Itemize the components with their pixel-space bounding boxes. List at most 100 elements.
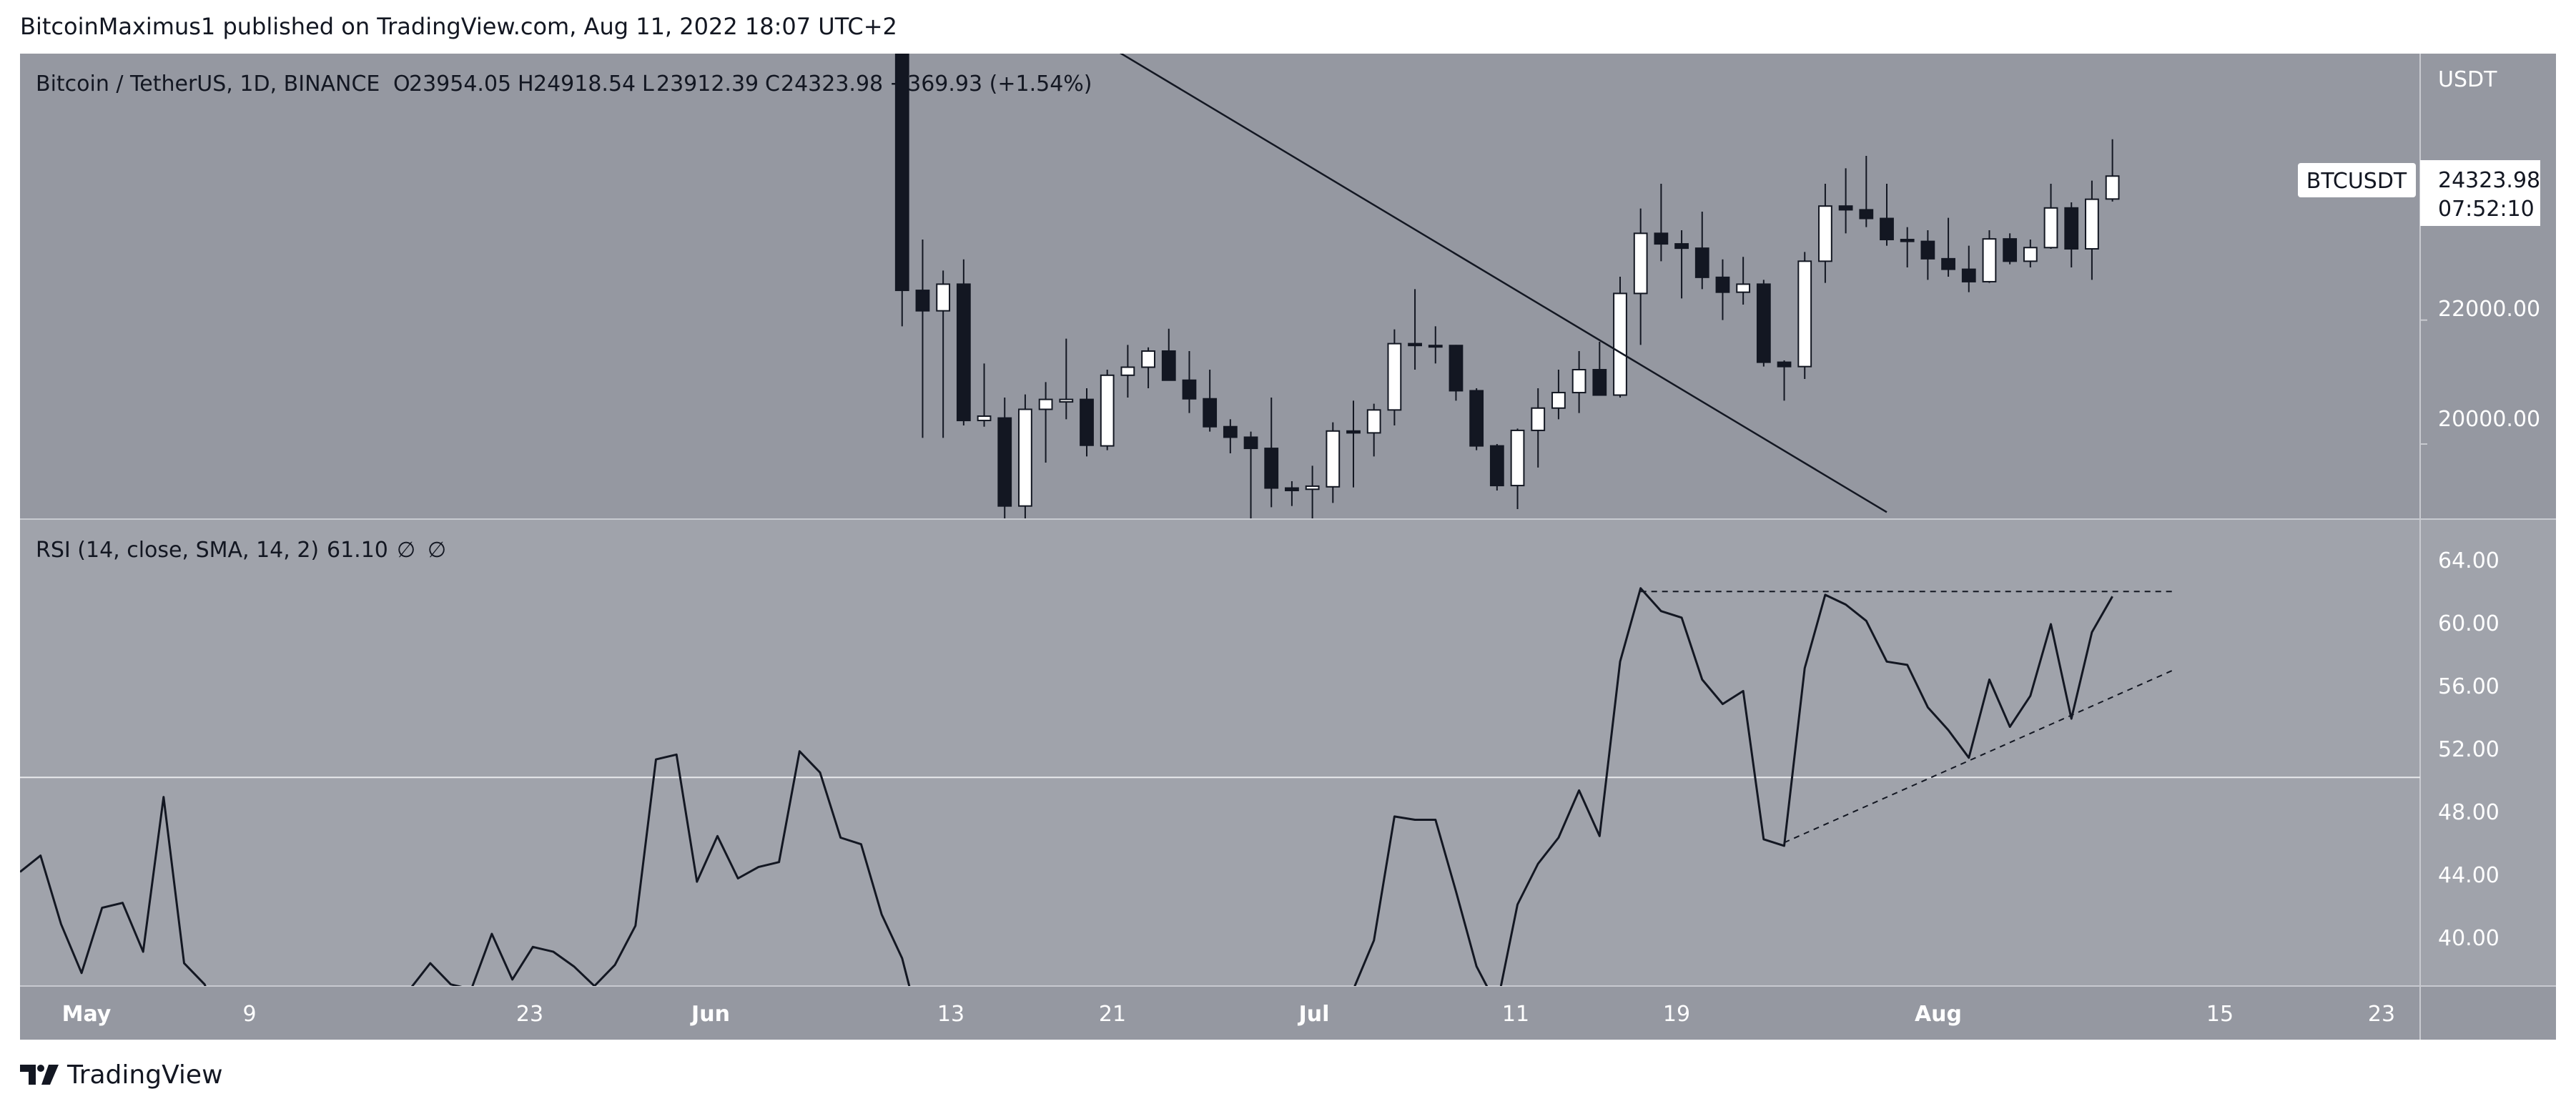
bull-candle — [1571, 369, 1586, 394]
footer: TradingView — [20, 1057, 223, 1093]
bull-candle — [1305, 485, 1320, 491]
bear-candle — [1243, 436, 1258, 450]
date-label-23: 23 — [516, 1002, 543, 1027]
rsi-value: 61.10 — [327, 538, 388, 563]
author-name[interactable]: BitcoinMaximus1 — [20, 13, 216, 40]
bull-candle — [1633, 232, 1648, 295]
bear-candle — [894, 54, 909, 292]
bear-candle — [1961, 268, 1976, 282]
rsi-na-2: ∅ — [428, 538, 446, 563]
bull-candle — [977, 415, 992, 422]
rsi-tick-64: 64.00 — [2438, 548, 2499, 573]
date-label-aug: Aug — [1915, 1002, 1962, 1027]
bull-candle — [1059, 398, 1074, 403]
date-label-11: 11 — [1502, 1002, 1529, 1027]
rsi-ascending-support-line — [1784, 669, 2175, 844]
rsi-line — [20, 587, 2113, 986]
rsi-tick-48: 48.00 — [2438, 800, 2499, 825]
published-info: published on TradingView.com, Aug 11, 20… — [222, 13, 897, 40]
bear-candle — [997, 417, 1012, 507]
bull-candle — [1366, 409, 1381, 434]
bull-candle — [1100, 374, 1115, 447]
bull-candle — [1120, 366, 1135, 376]
date-label-23-aug: 23 — [2368, 1002, 2395, 1027]
rsi-label: RSI (14, close, SMA, 14, 2) — [36, 538, 319, 563]
ohlc-l-label: L — [642, 72, 654, 97]
candles — [875, 35, 2120, 518]
ohlc-o-value: 23954.05 — [409, 72, 511, 97]
bear-candle — [1859, 209, 1874, 220]
bull-candle — [1387, 342, 1402, 411]
bear-candle — [1408, 342, 1422, 347]
bull-candle — [2085, 198, 2099, 250]
axis-ticks — [2420, 319, 2427, 445]
date-label-21: 21 — [1099, 1002, 1126, 1027]
bear-candle — [1346, 430, 1361, 434]
publisher-header: BitcoinMaximus1 published on TradingView… — [20, 13, 897, 40]
bear-candle — [1592, 369, 1607, 396]
rsi-tick-60: 60.00 — [2438, 611, 2499, 636]
bull-candle — [1797, 260, 1812, 368]
bear-candle — [1469, 390, 1484, 447]
bear-candle — [1080, 398, 1094, 446]
bear-candle — [2064, 207, 2079, 250]
bull-candle — [1510, 429, 1525, 487]
bull-candle — [1018, 408, 1032, 507]
currency-label: USDT — [2438, 67, 2497, 92]
date-label-jun: Jun — [690, 1002, 730, 1027]
descending-trendline — [1119, 54, 1887, 513]
bear-candle — [1182, 379, 1197, 400]
bear-candle — [1838, 205, 1853, 211]
ohlc-h-label: H — [518, 72, 534, 97]
last-price-bg — [2420, 160, 2540, 226]
last-price: 24323.98 — [2438, 168, 2540, 193]
bear-candle — [1285, 487, 1299, 491]
time-axis-bg — [20, 987, 2556, 1040]
bull-candle — [1038, 398, 1053, 410]
price-axis-bg — [2420, 54, 2556, 518]
rsi-tick-40: 40.00 — [2438, 926, 2499, 951]
date-label-13: 13 — [937, 1002, 964, 1027]
price-pane-bg — [20, 54, 2420, 518]
bear-candle — [1777, 361, 1792, 368]
bull-candle — [1818, 205, 1832, 262]
rsi-tick-52: 52.00 — [2438, 737, 2499, 762]
bar-countdown: 07:52:10 — [2438, 197, 2535, 222]
bear-candle — [1674, 243, 1689, 250]
rsi-layer — [20, 587, 2420, 986]
bull-candle — [2043, 207, 2058, 249]
bear-candle — [1489, 445, 1504, 487]
bull-candle — [1736, 283, 1751, 293]
bull-candle — [1326, 430, 1341, 488]
bear-candle — [1161, 350, 1176, 381]
rsi-na-1: ∅ — [397, 538, 415, 563]
bull-candle — [2023, 247, 2038, 262]
bull-candle — [1613, 292, 1627, 396]
bear-candle — [1203, 398, 1218, 428]
rsi-tick-56: 56.00 — [2438, 674, 2499, 699]
bear-candle — [1756, 283, 1771, 363]
bull-candle — [1982, 238, 1997, 282]
bear-candle — [1900, 239, 1915, 242]
date-label-19: 19 — [1663, 1002, 1690, 1027]
bear-candle — [956, 283, 971, 422]
brand-name[interactable]: TradingView — [67, 1060, 223, 1090]
bull-candle — [1428, 345, 1443, 348]
bull-candle — [1551, 392, 1566, 409]
ohlc-h-value: 24918.54 — [533, 72, 636, 97]
bear-candle — [1941, 257, 1955, 270]
rsi-pane-bg — [20, 520, 2420, 986]
price-overlays — [1119, 54, 1887, 513]
bear-candle — [875, 35, 888, 36]
ticker-tag[interactable]: BTCUSDT — [2306, 169, 2407, 194]
bear-candle — [1449, 345, 1464, 392]
ohlc-o-label: O — [393, 72, 410, 97]
rsi-axis-bg — [2420, 520, 2556, 986]
bear-candle — [1694, 247, 1709, 278]
bear-candle — [915, 290, 930, 312]
ticker-tag-bg[interactable] — [2298, 163, 2416, 197]
price-tick-22000: 22000.00 — [2438, 297, 2540, 322]
bear-candle — [1880, 217, 1894, 240]
date-label-15: 15 — [2206, 1002, 2234, 1027]
